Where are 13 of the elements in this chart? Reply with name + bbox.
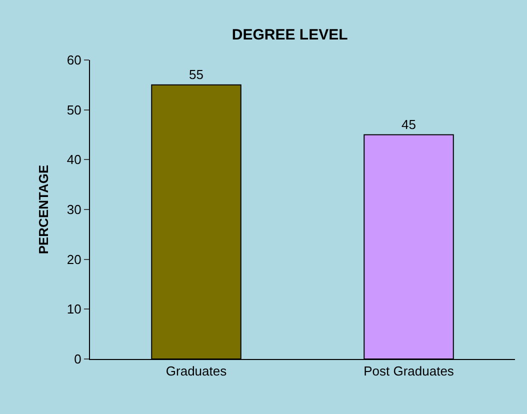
y-tick-label: 60 bbox=[66, 52, 82, 68]
y-tick-label: 10 bbox=[66, 302, 82, 317]
y-tick-label: 20 bbox=[66, 252, 82, 267]
data-label: 45 bbox=[402, 116, 416, 132]
data-label: 55 bbox=[189, 66, 204, 82]
x-tick-label: Graduates bbox=[166, 364, 228, 379]
y-tick-label: 40 bbox=[66, 152, 82, 168]
y-tick-label: 50 bbox=[66, 102, 82, 118]
y-tick-label: 30 bbox=[66, 202, 82, 218]
y-tick-label: 0 bbox=[74, 352, 82, 367]
y-axis-title: PERCENTAGE bbox=[36, 164, 51, 254]
chart-title: DEGREE LEVEL bbox=[232, 26, 348, 44]
x-tick-label: Post Graduates bbox=[364, 364, 454, 379]
